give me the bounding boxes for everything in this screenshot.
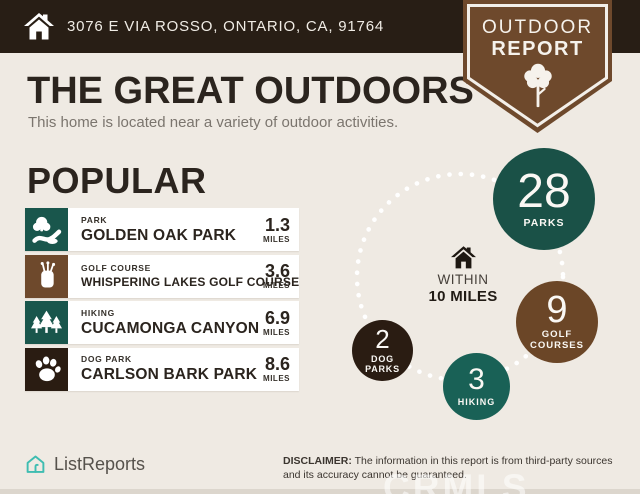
item-category: DOG PARK [81,354,132,364]
stat-label: HIKING [457,396,496,407]
badge-title-line2: REPORT [491,38,584,60]
page-title: THE GREAT OUTDOORS [27,70,474,112]
within-text: WITHIN [437,272,489,287]
stat-label: PARKS [523,216,565,229]
park-icon [25,208,68,251]
item-category: HIKING [81,307,115,318]
badge-title-line1: OUTDOOR [481,17,594,38]
list-item-park: PARK GOLDEN OAK PARK 1.3 MILES [25,208,299,251]
disclaimer-text: DISCLAIMER: The information in this repo… [283,455,613,481]
tree-icon [523,63,552,108]
popular-list: PARK GOLDEN OAK PARK 1.3 MILES [25,208,299,394]
mls-watermark: CRMLS [383,467,530,494]
list-item-golf-course: GOLF COURSE WHISPERING LAKES GOLF COURSE… [25,254,300,298]
item-name: GOLDEN OAK PARK [81,226,237,244]
list-item-hiking: HIKING CUCAMONGA CANYON 6.9 MILES [25,301,299,344]
stat-value: 3 [468,363,485,397]
listreports-house-icon [26,455,45,473]
house-icon [24,13,54,40]
brand-name: ListReports [54,454,146,474]
within-radius-label: WITHIN 10 MILES [426,246,500,305]
disclaimer-label: DISCLAIMER: [283,455,352,467]
home-icon [450,246,476,269]
pine-trees-icon [25,301,68,344]
radius-text: 10 MILES [428,288,498,305]
stat-bubble-hiking: 3 HIKING [443,353,510,420]
stat-value: 28 [517,165,571,219]
stat-bubble-parks: 28 PARKS [493,148,595,250]
page-subtitle: This home is located near a variety of o… [28,114,399,131]
item-distance: 8.6 MILES [263,354,290,383]
paw-icon [25,347,68,391]
popular-heading: POPULAR [27,160,207,201]
dotted-ring [354,171,566,383]
item-name: WHISPERING LAKES GOLF COURSE [81,275,300,289]
golf-bag-icon [25,254,68,298]
item-name: CUCAMONGA CANYON [81,319,260,337]
property-address: 3076 E VIA ROSSO, ONTARIO, CA, 91764 [67,18,384,35]
stat-label: DOG PARKS [365,353,400,374]
list-item-dog-park: DOG PARK CARLSON BARK PARK 8.6 MILES [25,347,299,391]
item-name: CARLSON BARK PARK [81,366,258,383]
item-distance: 6.9 MILES [263,307,290,337]
item-distance: 3.6 MILES [263,261,290,290]
outdoor-report-badge: OUTDOOR REPORT [463,0,612,133]
stat-label: GOLF COURSES [530,329,584,352]
item-category: PARK [81,214,108,225]
stat-bubble-golf-courses: 9 GOLF COURSES [516,281,598,363]
stat-value: 2 [375,323,390,354]
bottom-edge-strip [0,489,640,494]
stat-bubble-dog-parks: 2 DOG PARKS [352,320,413,381]
stat-value: 9 [546,289,568,332]
item-category: GOLF COURSE [81,263,152,273]
listreports-logo: ListReports [25,454,145,475]
item-distance: 1.3 MILES [263,214,290,244]
